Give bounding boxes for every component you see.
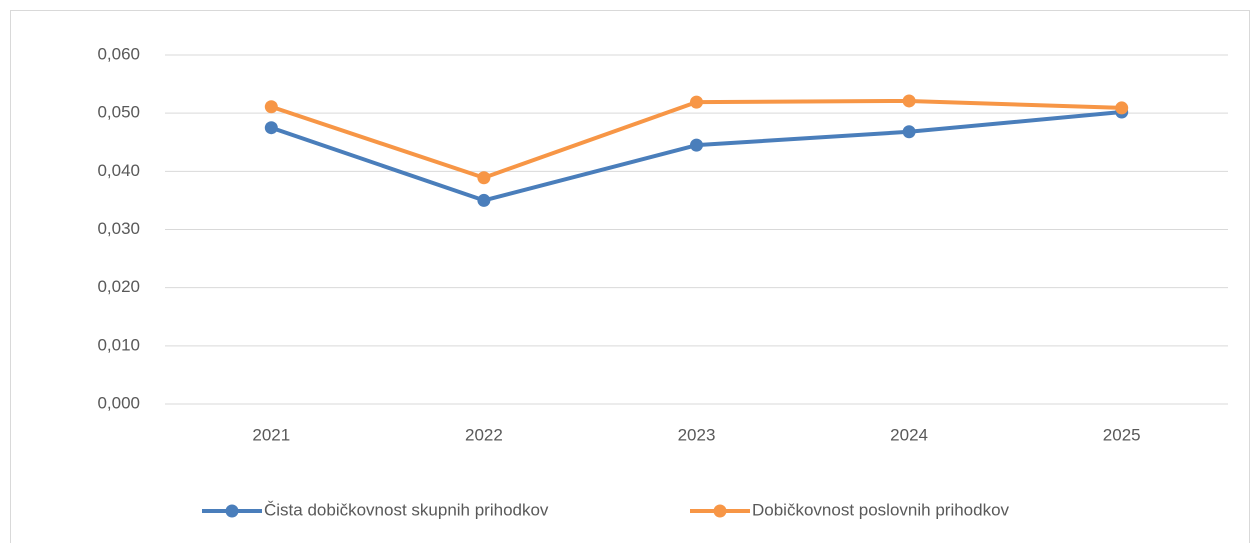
y-tick-label: 0,040 [97, 161, 140, 180]
x-tick-label: 2021 [252, 425, 290, 444]
y-tick-label: 0,000 [97, 393, 140, 412]
y-tick-label: 0,060 [97, 44, 140, 63]
series-marker [477, 171, 491, 185]
series-marker [477, 193, 491, 207]
legend-marker [713, 504, 727, 518]
series-marker [1115, 101, 1129, 115]
series-marker [902, 94, 916, 108]
y-tick-label: 0,030 [97, 219, 140, 238]
y-tick-label: 0,020 [97, 277, 140, 296]
series-marker [690, 138, 703, 152]
chart-border [10, 10, 1250, 543]
y-tick-label: 0,050 [97, 103, 140, 122]
legend-marker [225, 504, 239, 518]
series-marker [690, 95, 703, 109]
legend-label: Čista dobičkovnost skupnih prihodkov [264, 500, 549, 519]
legend-label: Dobičkovnost poslovnih prihodkov [752, 500, 1010, 519]
x-tick-label: 2025 [1103, 425, 1141, 444]
y-tick-label: 0,010 [97, 335, 140, 354]
series-marker [902, 125, 916, 139]
x-tick-label: 2023 [678, 425, 716, 444]
series-marker [264, 100, 278, 114]
x-tick-label: 2024 [890, 425, 928, 444]
x-tick-label: 2022 [465, 425, 503, 444]
series-marker [264, 121, 278, 135]
